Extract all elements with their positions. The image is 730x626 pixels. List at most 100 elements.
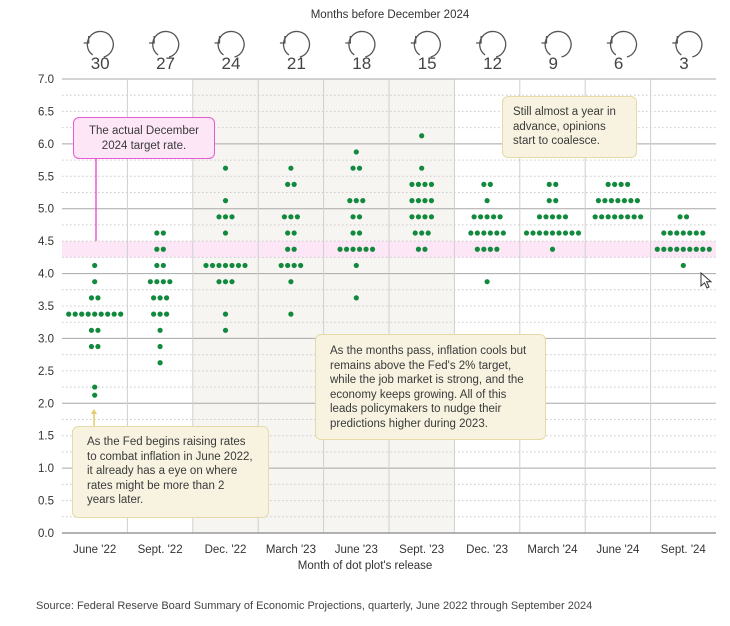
rate-projection-dot bbox=[484, 214, 490, 220]
rate-projection-dot bbox=[72, 311, 78, 317]
dot-column bbox=[337, 149, 376, 301]
rate-projection-dot bbox=[222, 230, 229, 236]
months-before-label: 6 bbox=[614, 54, 623, 73]
x-tick-label: Sept. '24 bbox=[661, 544, 707, 556]
rate-projection-dot bbox=[356, 214, 363, 220]
rate-projection-dot bbox=[536, 214, 543, 220]
rate-projection-dot bbox=[605, 181, 611, 187]
rate-projection-dot bbox=[618, 214, 624, 220]
rate-projection-dot bbox=[157, 360, 163, 366]
clock-face bbox=[675, 30, 703, 58]
rate-projection-dot bbox=[638, 214, 644, 220]
rate-projection-dot bbox=[481, 181, 487, 187]
months-before-label: 12 bbox=[483, 54, 502, 73]
dot-column bbox=[147, 230, 173, 366]
rate-projection-dot bbox=[500, 230, 506, 236]
rate-projection-dot bbox=[536, 230, 543, 236]
clock-hands bbox=[672, 36, 678, 44]
dot-column bbox=[66, 262, 124, 398]
rate-projection-dot bbox=[631, 214, 637, 220]
rate-projection-dot bbox=[523, 230, 530, 236]
rate-projection-dot bbox=[562, 214, 569, 220]
rate-projection-dot bbox=[687, 230, 693, 236]
rate-projection-dot bbox=[661, 246, 667, 252]
rate-projection-dot bbox=[415, 198, 422, 204]
clock-icon: 3 bbox=[672, 30, 703, 73]
rate-projection-dot bbox=[360, 198, 366, 204]
x-tick-label: March '24 bbox=[527, 544, 578, 556]
rate-projection-dot bbox=[474, 246, 480, 252]
rate-projection-dot bbox=[674, 230, 680, 236]
rate-projection-dot bbox=[95, 295, 101, 301]
rate-projection-dot bbox=[92, 279, 98, 285]
rate-projection-dot bbox=[687, 246, 693, 252]
rate-projection-dot bbox=[353, 198, 359, 204]
rate-projection-dot bbox=[111, 311, 117, 317]
clock-face bbox=[282, 30, 311, 58]
clock-icon: 9 bbox=[541, 30, 572, 73]
rate-projection-dot bbox=[419, 133, 425, 139]
rate-projection-dot bbox=[92, 384, 98, 390]
rate-projection-dot bbox=[235, 262, 242, 269]
target-rate-callout-text: The actual December 2024 target rate. bbox=[89, 125, 199, 152]
rate-projection-dot bbox=[147, 279, 153, 285]
rate-projection-dot bbox=[154, 279, 160, 285]
clock-face bbox=[217, 30, 245, 58]
rate-projection-dot bbox=[700, 246, 706, 252]
rate-projection-dot bbox=[353, 262, 359, 269]
rate-projection-dot bbox=[157, 311, 163, 317]
rate-projection-dot bbox=[680, 262, 686, 269]
rate-projection-dot bbox=[428, 214, 435, 220]
rate-projection-dot bbox=[291, 246, 297, 252]
x-tick-label: Sept. '23 bbox=[399, 544, 444, 556]
rate-projection-dot bbox=[680, 230, 686, 236]
x-tick-label: Dec. '22 bbox=[205, 544, 247, 556]
dot-column bbox=[468, 181, 506, 285]
rate-projection-dot bbox=[222, 327, 229, 333]
rate-projection-dot bbox=[154, 262, 160, 269]
y-tick-label: 7.0 bbox=[38, 74, 54, 86]
dot-column bbox=[409, 133, 435, 252]
rate-projection-dot bbox=[160, 246, 166, 252]
rate-projection-dot bbox=[575, 230, 582, 236]
dot-column bbox=[203, 165, 248, 333]
rate-projection-dot bbox=[281, 214, 287, 220]
clock-icon: 6 bbox=[606, 30, 638, 73]
rate-projection-dot bbox=[151, 295, 157, 301]
rate-projection-dot bbox=[337, 246, 343, 252]
rate-projection-dot bbox=[88, 327, 95, 333]
mouse-cursor-icon bbox=[700, 272, 713, 289]
rate-projection-dot bbox=[353, 295, 359, 301]
rate-projection-dot bbox=[491, 214, 497, 220]
rate-projection-dot bbox=[621, 198, 628, 204]
rate-projection-dot bbox=[546, 181, 552, 187]
rate-projection-dot bbox=[285, 230, 291, 236]
rate-projection-dot bbox=[553, 181, 559, 187]
rate-projection-dot bbox=[229, 279, 235, 285]
rate-projection-dot bbox=[481, 246, 487, 252]
rate-projection-dot bbox=[298, 262, 304, 269]
months-before-label: 27 bbox=[156, 54, 175, 73]
rate-projection-dot bbox=[474, 230, 480, 236]
rate-projection-dot bbox=[95, 327, 101, 333]
dots-layer bbox=[66, 133, 712, 398]
rate-projection-dot bbox=[487, 246, 493, 252]
rate-projection-dot bbox=[160, 230, 166, 236]
rate-projection-dot bbox=[288, 214, 294, 220]
rate-projection-dot bbox=[278, 262, 284, 269]
rate-projection-dot bbox=[700, 230, 706, 236]
rate-projection-dot bbox=[667, 246, 673, 252]
rate-projection-dot bbox=[487, 181, 493, 187]
clock-icon: 27 bbox=[149, 30, 180, 73]
y-tick-label: 3.5 bbox=[38, 301, 54, 313]
x-tick-label: Sept. '22 bbox=[138, 544, 183, 556]
rate-projection-dot bbox=[661, 230, 667, 236]
y-tick-label: 6.5 bbox=[38, 106, 54, 118]
y-tick-label: 4.0 bbox=[38, 269, 54, 281]
rate-projection-dot bbox=[291, 230, 297, 236]
y-tick-label: 4.5 bbox=[38, 236, 54, 248]
rate-projection-dot bbox=[419, 165, 425, 171]
rate-projection-dot bbox=[595, 198, 602, 204]
rate-projection-dot bbox=[422, 214, 428, 220]
